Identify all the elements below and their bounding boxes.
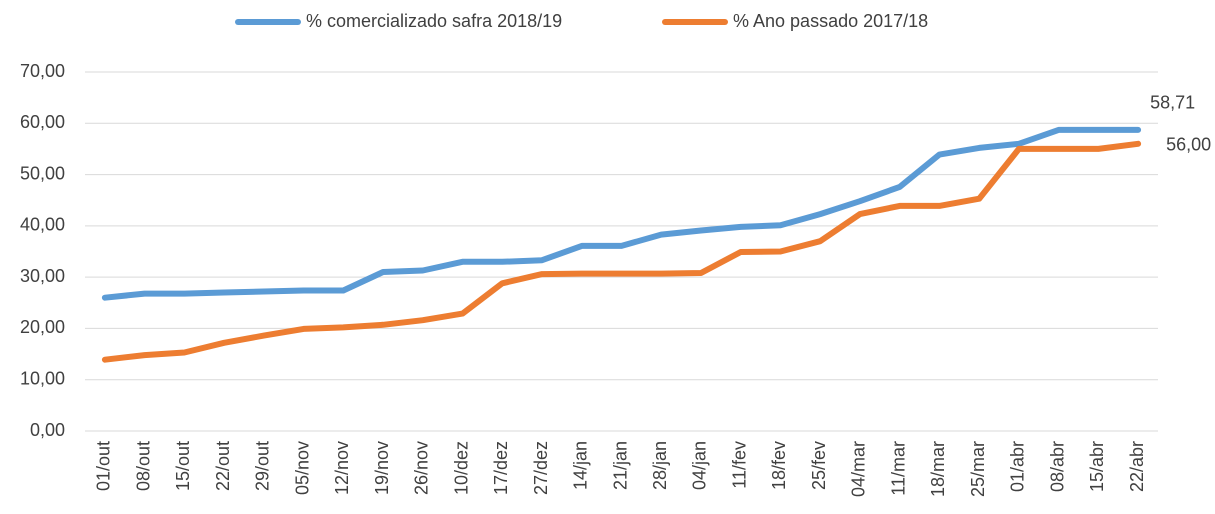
x-tick-label: 26/nov <box>412 441 432 495</box>
x-tick-label: 15/abr <box>1087 441 1107 492</box>
x-tick-label: 17/dez <box>491 441 511 495</box>
x-tick-label: 08/abr <box>1047 441 1067 492</box>
x-tick-label: 19/nov <box>372 441 392 495</box>
x-tick-label: 18/mar <box>928 441 948 497</box>
legend-label: % comercializado safra 2018/19 <box>306 11 562 31</box>
x-tick-label: 29/out <box>253 441 273 491</box>
x-tick-label: 22/out <box>213 441 233 491</box>
x-tick-label: 12/nov <box>332 441 352 495</box>
x-tick-label: 10/dez <box>451 441 471 495</box>
x-tick-label: 15/out <box>173 441 193 491</box>
x-tick-label: 01/abr <box>1008 441 1028 492</box>
x-tick-label: 28/jan <box>650 441 670 490</box>
x-tick-label: 21/jan <box>610 441 630 490</box>
y-tick-label: 50,00 <box>20 163 65 183</box>
series-line <box>101 140 1142 363</box>
y-tick-label: 20,00 <box>20 317 65 337</box>
x-tick-label: 27/dez <box>531 441 551 495</box>
data-label: 56,00 <box>1166 135 1211 155</box>
y-tick-label: 10,00 <box>20 368 65 388</box>
x-tick-label: 25/mar <box>968 441 988 497</box>
x-tick-label: 04/jan <box>690 441 710 490</box>
y-tick-label: 60,00 <box>20 112 65 132</box>
x-tick-label: 14/jan <box>571 441 591 490</box>
data-label: 58,71 <box>1150 93 1195 113</box>
x-tick-label: 08/out <box>133 441 153 491</box>
x-tick-label: 04/mar <box>849 441 869 497</box>
y-tick-label: 40,00 <box>20 215 65 235</box>
x-tick-label: 18/fev <box>769 441 789 490</box>
x-tick-label: 11/mar <box>888 441 908 496</box>
y-tick-label: 70,00 <box>20 61 65 81</box>
y-tick-label: 0,00 <box>30 420 65 440</box>
x-tick-label: 05/nov <box>292 441 312 495</box>
y-tick-label: 30,00 <box>20 266 65 286</box>
x-tick-label: 01/out <box>94 441 114 491</box>
legend-label: % Ano passado 2017/18 <box>733 11 928 31</box>
x-tick-label: 25/fev <box>809 441 829 490</box>
x-tick-label: 11/fev <box>729 441 749 489</box>
x-tick-label: 22/abr <box>1127 441 1147 492</box>
series-line <box>101 126 1142 301</box>
